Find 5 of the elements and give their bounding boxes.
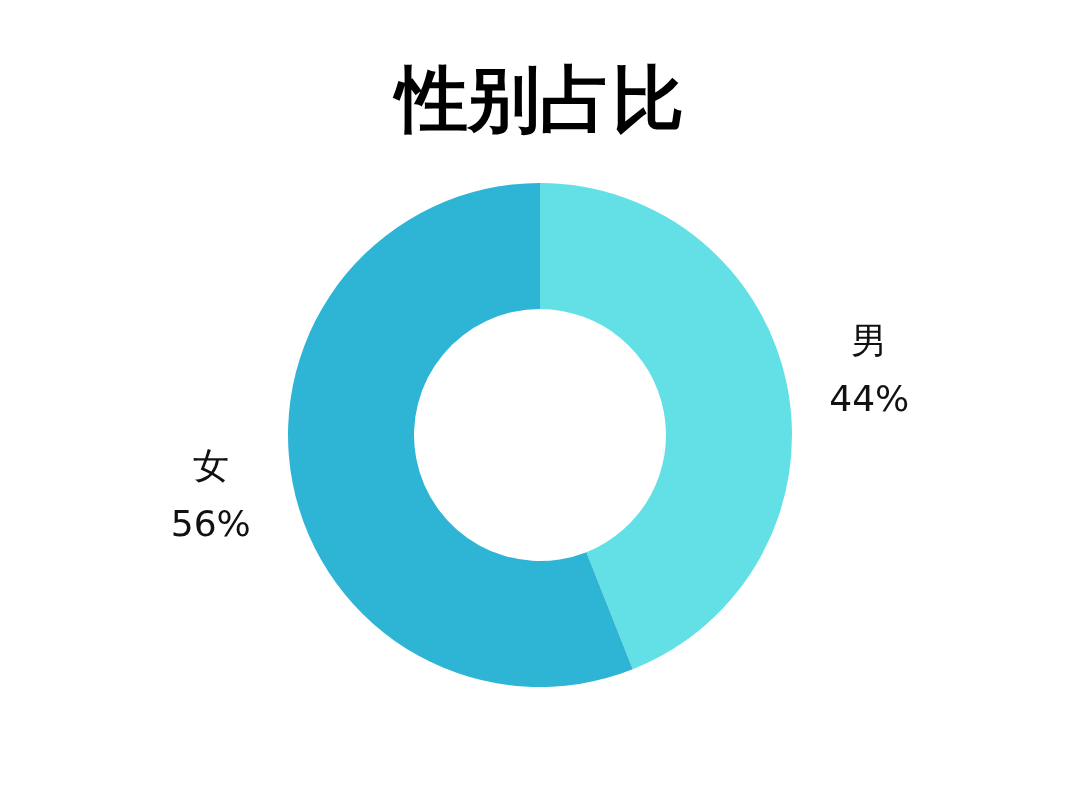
chart-title: 性别占比	[392, 56, 685, 143]
slice-label: 女	[192, 445, 229, 487]
slice-label: 男	[851, 319, 888, 361]
data-label: 44%	[829, 377, 910, 419]
data-label: 56%	[170, 503, 251, 545]
